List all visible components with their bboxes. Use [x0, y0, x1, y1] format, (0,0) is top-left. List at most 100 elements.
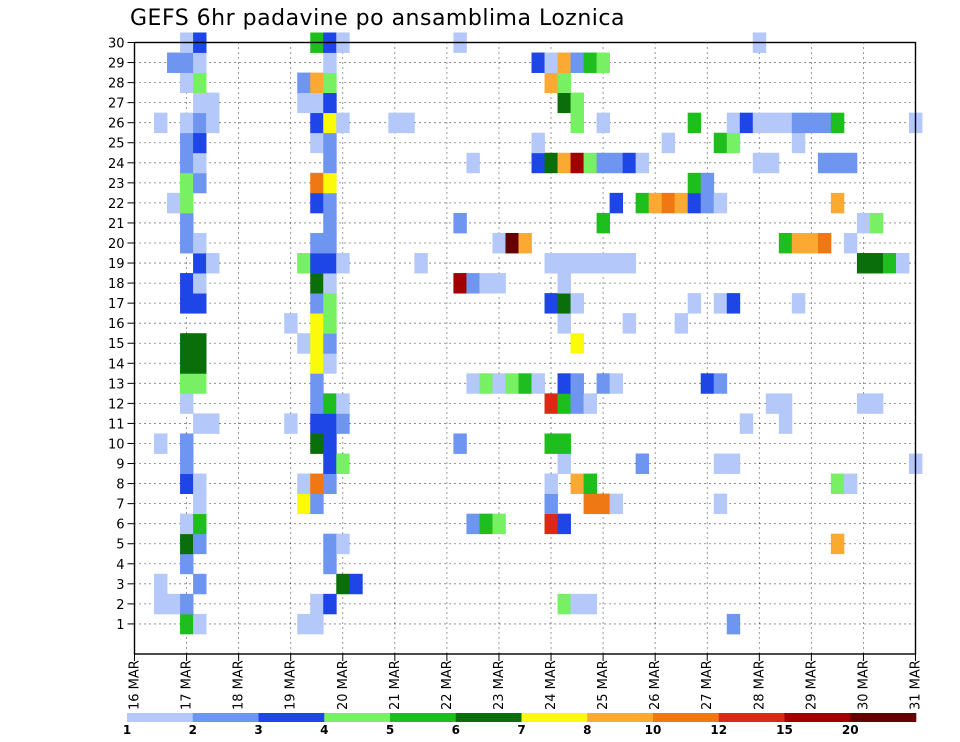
- heatmap-cell: [687, 293, 702, 314]
- heatmap-cell: [830, 473, 845, 495]
- heatmap-cell: [323, 453, 337, 474]
- heatmap-cell: [765, 393, 780, 414]
- heatmap-cell: [180, 373, 194, 394]
- heatmap-cell: [193, 112, 207, 134]
- y-tick-label: 19: [108, 257, 125, 272]
- heatmap-cell: [180, 333, 194, 354]
- colorbar-segment: [127, 713, 194, 722]
- heatmap-cell: [570, 52, 584, 73]
- heatmap-cell: [492, 273, 506, 294]
- heatmap-cell: [349, 573, 363, 595]
- heatmap-cell: [323, 172, 337, 194]
- heatmap-cell: [180, 192, 194, 214]
- colorbar-label: 6: [452, 723, 460, 737]
- heatmap-cell: [466, 152, 480, 174]
- heatmap-cell: [479, 513, 493, 535]
- heatmap-cell: [791, 293, 806, 314]
- x-tick-label: 21 MAR: [388, 660, 403, 710]
- heatmap-cell: [453, 273, 467, 294]
- heatmap-cell: [674, 192, 689, 214]
- heatmap-cell: [193, 52, 207, 73]
- heatmap-cell: [609, 253, 624, 274]
- heatmap-cell: [193, 413, 207, 434]
- heatmap-cell: [882, 253, 897, 274]
- heatmap-cell: [687, 172, 702, 194]
- x-tick-label: 31 MAR: [909, 660, 924, 710]
- heatmap-cell: [778, 413, 793, 434]
- heatmap-cell: [193, 573, 207, 595]
- heatmap-cell: [726, 453, 741, 474]
- heatmap-cell: [713, 453, 728, 474]
- heatmap-cell: [310, 112, 324, 134]
- heatmap-cell: [167, 593, 181, 615]
- heatmap-cell: [323, 333, 337, 354]
- heatmap-cell: [726, 293, 741, 314]
- colorbar-segment: [784, 713, 851, 722]
- heatmap-cell: [466, 373, 480, 394]
- y-tick-label: 20: [108, 237, 125, 252]
- heatmap-cell: [323, 72, 337, 94]
- colorbar-label: 8: [583, 723, 591, 737]
- y-tick-label: 11: [108, 417, 125, 432]
- y-tick-label: 15: [108, 337, 125, 352]
- heatmap-cell: [323, 593, 337, 615]
- heatmap-cell: [557, 253, 571, 274]
- heatmap-cell: [648, 192, 663, 214]
- heatmap-cell: [518, 232, 532, 254]
- heatmap-cell: [596, 152, 611, 174]
- heatmap-cell: [544, 433, 558, 454]
- heatmap-cell: [778, 112, 793, 134]
- heatmap-cell: [830, 533, 845, 555]
- heatmap-cell: [193, 513, 207, 535]
- heatmap-cell: [297, 493, 311, 515]
- colorbar-segment: [192, 713, 259, 722]
- heatmap-cell: [557, 433, 571, 454]
- heatmap-cell: [453, 212, 467, 234]
- heatmap-cell: [596, 212, 611, 234]
- heatmap-cell: [570, 593, 584, 615]
- y-tick-label: 14: [108, 357, 125, 372]
- y-tick-label: 10: [108, 437, 125, 452]
- colorbar-label: 1: [123, 723, 131, 737]
- heatmap-cell: [531, 152, 545, 174]
- colorbar-label: 5: [386, 723, 394, 737]
- heatmap-cell: [518, 373, 532, 394]
- heatmap-cell: [154, 112, 168, 134]
- colorbar-label: 2: [189, 723, 197, 737]
- heatmap-cell: [544, 473, 558, 495]
- heatmap-cell: [180, 212, 194, 234]
- y-tick-label: 4: [116, 558, 124, 573]
- heatmap-cell: [336, 533, 350, 555]
- heatmap-cell: [310, 613, 324, 635]
- heatmap-cell: [180, 353, 194, 374]
- heatmap-cell: [869, 393, 884, 414]
- x-tick-label: 16 MAR: [128, 660, 143, 710]
- x-tick-label: 30 MAR: [856, 660, 871, 710]
- heatmap-cell: [869, 253, 884, 274]
- heatmap-cell: [661, 192, 676, 214]
- heatmap-cell: [609, 373, 624, 394]
- y-tick-label: 8: [116, 478, 124, 493]
- heatmap-cell: [869, 212, 884, 234]
- heatmap-cell: [635, 192, 650, 214]
- heatmap-cell: [180, 513, 194, 535]
- heatmap-cell: [193, 253, 207, 274]
- heatmap-cell: [570, 373, 584, 394]
- heatmap-cell: [401, 112, 415, 134]
- colorbar-segment: [455, 713, 522, 722]
- y-tick-label: 29: [108, 57, 125, 72]
- heatmap-cell: [323, 92, 337, 114]
- heatmap-cell: [180, 473, 194, 495]
- heatmap-cell: [206, 253, 220, 274]
- heatmap-cell: [180, 232, 194, 254]
- heatmap-cell: [193, 132, 207, 154]
- heatmap-cell: [323, 52, 337, 73]
- heatmap-cell: [817, 232, 832, 254]
- y-tick-label: 6: [116, 518, 124, 533]
- y-tick-label: 21: [108, 217, 125, 232]
- heatmap-cell: [323, 232, 337, 254]
- heatmap-cell: [193, 493, 207, 515]
- heatmap-cell: [817, 112, 832, 134]
- heatmap-cell: [570, 393, 584, 414]
- heatmap-cell: [180, 533, 194, 555]
